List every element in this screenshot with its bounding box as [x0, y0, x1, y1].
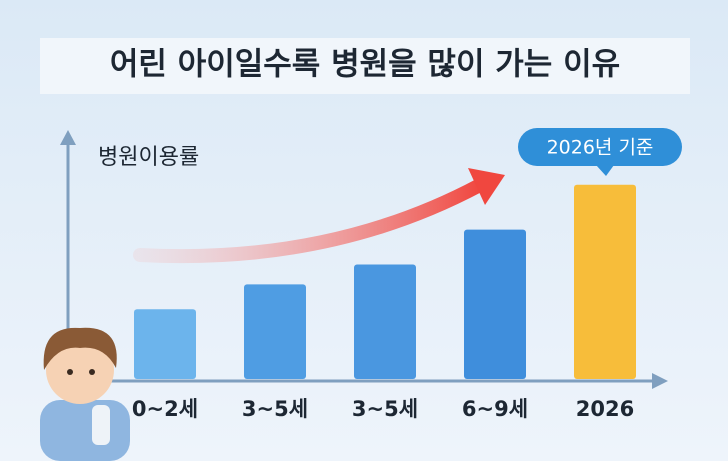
- x-tick-label: 3~5세: [242, 397, 308, 421]
- trend-arrow: [133, 178, 487, 264]
- trend-arrow-head: [468, 168, 505, 205]
- annotation: 2026년 기준: [547, 137, 654, 159]
- x-tick-label: 2026: [576, 397, 634, 421]
- annotation-bubble: [518, 128, 682, 166]
- x-tick-label: 6~9세: [462, 397, 528, 421]
- bar: [464, 229, 526, 379]
- x-tick-label: 3~5세: [352, 397, 418, 421]
- bar: [354, 264, 416, 379]
- bar: [574, 184, 636, 379]
- x-axis-arrow: [652, 373, 668, 389]
- title-band: [40, 38, 690, 94]
- bar: [134, 309, 196, 379]
- bar: [244, 284, 306, 379]
- child-illustration: [40, 327, 130, 461]
- x-tick-label: 0~2세: [132, 397, 198, 421]
- y-axis-arrow: [60, 130, 76, 145]
- chart-title: 어린 아이일수록 병원을 많이 가는 이유: [110, 47, 620, 83]
- annotation-pointer: [596, 165, 614, 176]
- y-axis-label: 병원이용률: [98, 145, 199, 170]
